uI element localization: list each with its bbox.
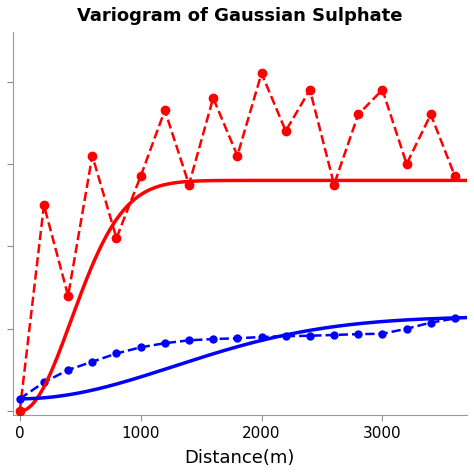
Title: Variogram of Gaussian Sulphate: Variogram of Gaussian Sulphate xyxy=(77,7,402,25)
X-axis label: Distance(m): Distance(m) xyxy=(184,449,295,467)
